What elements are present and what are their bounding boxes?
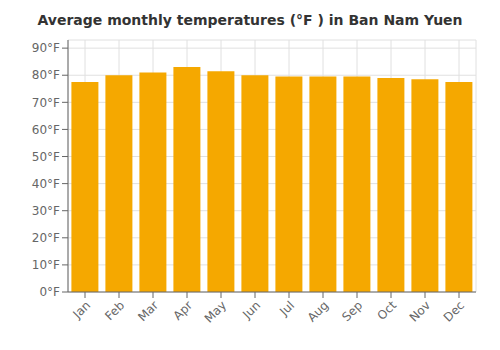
- svg-text:0°F: 0°F: [39, 285, 60, 299]
- svg-text:90°F: 90°F: [32, 41, 60, 55]
- svg-text:70°F: 70°F: [32, 96, 60, 110]
- svg-text:30°F: 30°F: [32, 204, 60, 218]
- svg-text:Jan: Jan: [69, 298, 93, 322]
- svg-text:Apr: Apr: [171, 298, 196, 323]
- html-text:Average monthly temperatures (: Average monthly temperatures (°F ) in Ba…: [37, 12, 463, 28]
- svg-text:Feb: Feb: [102, 298, 127, 323]
- svg-text:Jun: Jun: [239, 298, 263, 322]
- svg-text:50°F: 50°F: [32, 150, 60, 164]
- svg-text:40°F: 40°F: [32, 177, 60, 191]
- svg-text:Mar: Mar: [135, 298, 161, 324]
- svg-text:Dec: Dec: [441, 298, 467, 324]
- svg-text:Sep: Sep: [339, 298, 365, 324]
- svg-text:10°F: 10°F: [32, 258, 60, 272]
- svg-text:Oct: Oct: [375, 298, 400, 323]
- svg-text:Nov: Nov: [407, 298, 433, 324]
- svg-text:20°F: 20°F: [32, 231, 60, 245]
- svg-text:Aug: Aug: [305, 298, 331, 324]
- svg-text:60°F: 60°F: [32, 123, 60, 137]
- svg-text:80°F: 80°F: [32, 68, 60, 82]
- svg-text:Jul: Jul: [276, 298, 297, 319]
- svg-text:May: May: [202, 298, 229, 325]
